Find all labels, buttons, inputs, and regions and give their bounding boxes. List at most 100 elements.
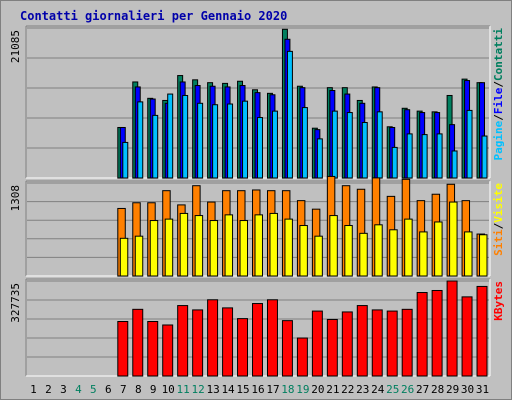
bar-visite-day-14 xyxy=(224,214,234,277)
bar-pagine-day-20 xyxy=(316,138,323,179)
bar-kbytes-day-30 xyxy=(461,296,473,377)
bar-kbytes-day-12 xyxy=(192,309,204,377)
day-label: 9 xyxy=(150,383,157,396)
bar-visite-day-25 xyxy=(389,229,398,277)
bar-kbytes-day-28 xyxy=(431,289,443,377)
day-label: 21 xyxy=(326,383,339,396)
bar-visite-day-27 xyxy=(419,231,428,277)
bar-pagine-day-12 xyxy=(197,102,204,179)
legend: Siti/Visite xyxy=(492,183,505,256)
day-label: 25 xyxy=(386,383,399,396)
day-label: 10 xyxy=(162,383,175,396)
bar-pagine-day-13 xyxy=(212,104,219,179)
bar-kbytes-day-14 xyxy=(222,307,234,377)
bar-kbytes-day-20 xyxy=(311,310,323,377)
legend-entry: File xyxy=(492,87,505,114)
bar-visite-day-31 xyxy=(479,234,488,277)
bar-pagine-day-24 xyxy=(376,111,383,179)
bar-pagine-day-15 xyxy=(242,100,249,179)
day-label: 28 xyxy=(431,383,444,396)
day-label: 6 xyxy=(105,383,112,396)
bar-visite-day-16 xyxy=(254,214,263,277)
bar-kbytes-day-8 xyxy=(132,308,144,377)
bar-pagine-day-23 xyxy=(361,122,368,179)
bar-pagine-day-29 xyxy=(451,150,458,179)
bar-pagine-day-18 xyxy=(286,50,293,179)
bar-kbytes-day-7 xyxy=(117,321,129,377)
bar-kbytes-day-24 xyxy=(371,309,383,377)
day-label: 22 xyxy=(341,383,354,396)
legend: KBytes xyxy=(492,281,505,321)
bar-pagine-day-22 xyxy=(346,112,353,179)
y-axis-max-label: 21085 xyxy=(9,30,22,63)
day-label: 17 xyxy=(266,383,279,396)
day-label: 15 xyxy=(236,383,249,396)
chart-title: Contatti giornalieri per Gennaio 2020 xyxy=(20,9,287,23)
day-label: 3 xyxy=(60,383,67,396)
bar-pagine-day-11 xyxy=(182,94,189,179)
day-label: 29 xyxy=(446,383,459,396)
bar-visite-day-13 xyxy=(209,220,219,277)
bar-visite-day-7 xyxy=(119,237,129,277)
day-label: 13 xyxy=(206,383,219,396)
legend-entry: Visite xyxy=(492,183,505,223)
day-label: 31 xyxy=(476,383,489,396)
day-label: 27 xyxy=(416,383,429,396)
bar-visite-day-22 xyxy=(344,225,353,277)
legend-entry: / xyxy=(492,222,505,229)
y-axis-max-label: 1308 xyxy=(9,185,22,212)
bar-kbytes-day-10 xyxy=(162,324,174,377)
bar-kbytes-day-31 xyxy=(476,285,488,377)
bar-kbytes-day-16 xyxy=(252,303,263,377)
legend-entry: Contatti xyxy=(492,28,505,81)
bar-visite-day-28 xyxy=(434,221,443,277)
bar-pagine-day-10 xyxy=(167,93,174,179)
day-label: 12 xyxy=(192,383,205,396)
bar-kbytes-day-26 xyxy=(401,308,413,377)
bar-visite-day-26 xyxy=(404,218,413,277)
day-label: 30 xyxy=(461,383,474,396)
bar-pagine-day-25 xyxy=(391,146,398,179)
day-label: 5 xyxy=(90,383,97,396)
day-label: 16 xyxy=(251,383,264,396)
bar-kbytes-day-21 xyxy=(326,318,338,377)
day-label: 4 xyxy=(75,383,82,396)
day-label: 11 xyxy=(177,383,190,396)
legend-entry: / xyxy=(492,114,505,121)
bar-kbytes-day-9 xyxy=(147,321,159,377)
day-label: 24 xyxy=(371,383,385,396)
bar-kbytes-day-19 xyxy=(296,337,308,377)
legend-entry: KBytes xyxy=(492,281,505,321)
bar-pagine-day-26 xyxy=(406,133,413,179)
bar-visite-day-21 xyxy=(329,215,338,277)
bar-kbytes-day-22 xyxy=(341,311,353,377)
legend-entry: Siti xyxy=(492,229,505,256)
day-label: 2 xyxy=(45,383,52,396)
bar-pagine-day-27 xyxy=(421,134,428,179)
bar-visite-day-24 xyxy=(374,224,383,277)
bar-kbytes-day-23 xyxy=(356,305,368,377)
bar-visite-day-23 xyxy=(359,232,368,277)
bar-pagine-day-14 xyxy=(227,103,234,179)
day-label: 8 xyxy=(135,383,142,396)
bar-kbytes-day-11 xyxy=(177,305,189,377)
bar-pagine-day-30 xyxy=(466,109,473,179)
day-label: 20 xyxy=(311,383,324,396)
bar-kbytes-day-13 xyxy=(207,299,219,377)
bar-pagine-day-7 xyxy=(122,141,129,179)
bar-kbytes-day-27 xyxy=(416,292,428,377)
bar-pagine-day-8 xyxy=(137,101,144,179)
bar-visite-day-19 xyxy=(299,225,308,277)
bar-pagine-day-31 xyxy=(481,135,488,179)
bar-visite-day-11 xyxy=(179,212,189,277)
bar-visite-day-9 xyxy=(149,220,159,277)
bar-pagine-day-21 xyxy=(331,110,338,179)
bar-visite-day-30 xyxy=(464,231,473,277)
bar-pagine-day-19 xyxy=(301,107,308,179)
day-label: 19 xyxy=(296,383,309,396)
bar-visite-day-20 xyxy=(314,235,323,277)
bar-visite-day-29 xyxy=(449,201,458,277)
bar-pagine-day-28 xyxy=(436,133,443,179)
bar-visite-day-15 xyxy=(239,220,249,277)
